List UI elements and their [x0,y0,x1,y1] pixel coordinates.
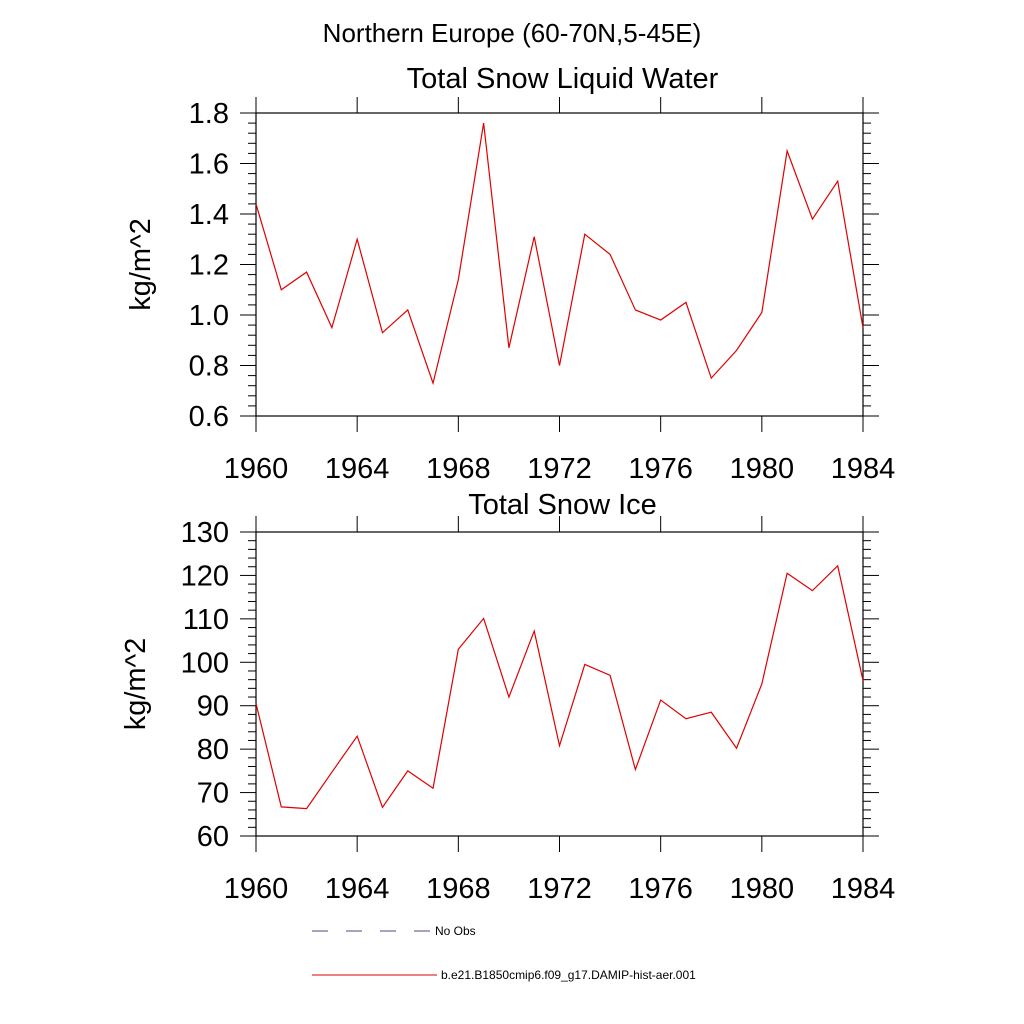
chart-1-plot-frame [255,531,864,837]
chart-0-plot-frame [255,112,864,417]
chart-0-ytick-label: 0.8 [189,351,229,383]
chart-1-xtick-label: 1972 [527,873,592,905]
chart-0-ytick-label: 1.0 [189,300,229,332]
chart-0-ylabel: kg/m^2 [125,218,157,311]
chart-0-xtick-label: 1960 [224,453,289,485]
legend-no-obs-label: No Obs [435,924,476,938]
chart-1-ytick-label: 100 [181,647,229,679]
chart-1-ytick-label: 110 [183,604,229,636]
chart-1-xtick-label: 1968 [426,873,491,905]
chart-1-ytick-label: 90 [197,691,229,723]
chart-1-ytick-label: 120 [181,560,229,592]
chart-0-ytick-label: 1.2 [189,250,229,282]
chart-0-xtick-label: 1968 [426,453,491,485]
chart-0-xtick-label: 1984 [831,453,896,485]
chart-0-xtick-label: 1976 [628,453,693,485]
chart-0-ytick-label: 1.8 [189,98,229,130]
chart-1-xtick-label: 1964 [325,873,390,905]
chart-0-ytick-label: 0.6 [189,401,229,433]
chart-0-xtick-label: 1980 [730,453,795,485]
chart-1-ytick-label: 130 [181,517,229,549]
figure-suptitle: Northern Europe (60-70N,5-45E) [323,18,702,48]
legend-model-label: b.e21.B1850cmip6.f09_g17.DAMIP-hist-aer.… [441,968,696,982]
chart-0-xtick-label: 1972 [527,453,592,485]
legend: No Obs b.e21.B1850cmip6.f09_g17.DAMIP-hi… [312,924,696,982]
chart-1-series-line [255,564,864,810]
chart-0-series-line [255,123,864,386]
chart-1-ytick-label: 70 [197,778,229,810]
chart-0-ytick-label: 1.4 [189,199,229,231]
chart-1-ylabel: kg/m^2 [120,638,152,731]
chart-1-xtick-label: 1984 [831,873,896,905]
chart-0-xtick-label: 1964 [325,453,390,485]
chart-0-title: Total Snow Liquid Water [407,63,719,95]
chart-0-ytick-label: 1.6 [189,149,229,181]
chart-1-ytick-label: 80 [197,734,229,766]
chart-1-xtick-label: 1976 [628,873,693,905]
chart-1-title: Total Snow Ice [468,489,657,521]
panel-snow-liquid-water: Total Snow Liquid Water 1960 1964 1968 1972 1… [125,63,895,485]
chart-1-xtick-label: 1980 [730,873,795,905]
chart-1-ytick-label: 60 [197,821,229,853]
chart-1-xtick-label: 1960 [224,873,289,905]
panel-snow-ice: Total Snow Ice 1960 1964 1968 1972 1976 1980 19… [120,489,895,905]
